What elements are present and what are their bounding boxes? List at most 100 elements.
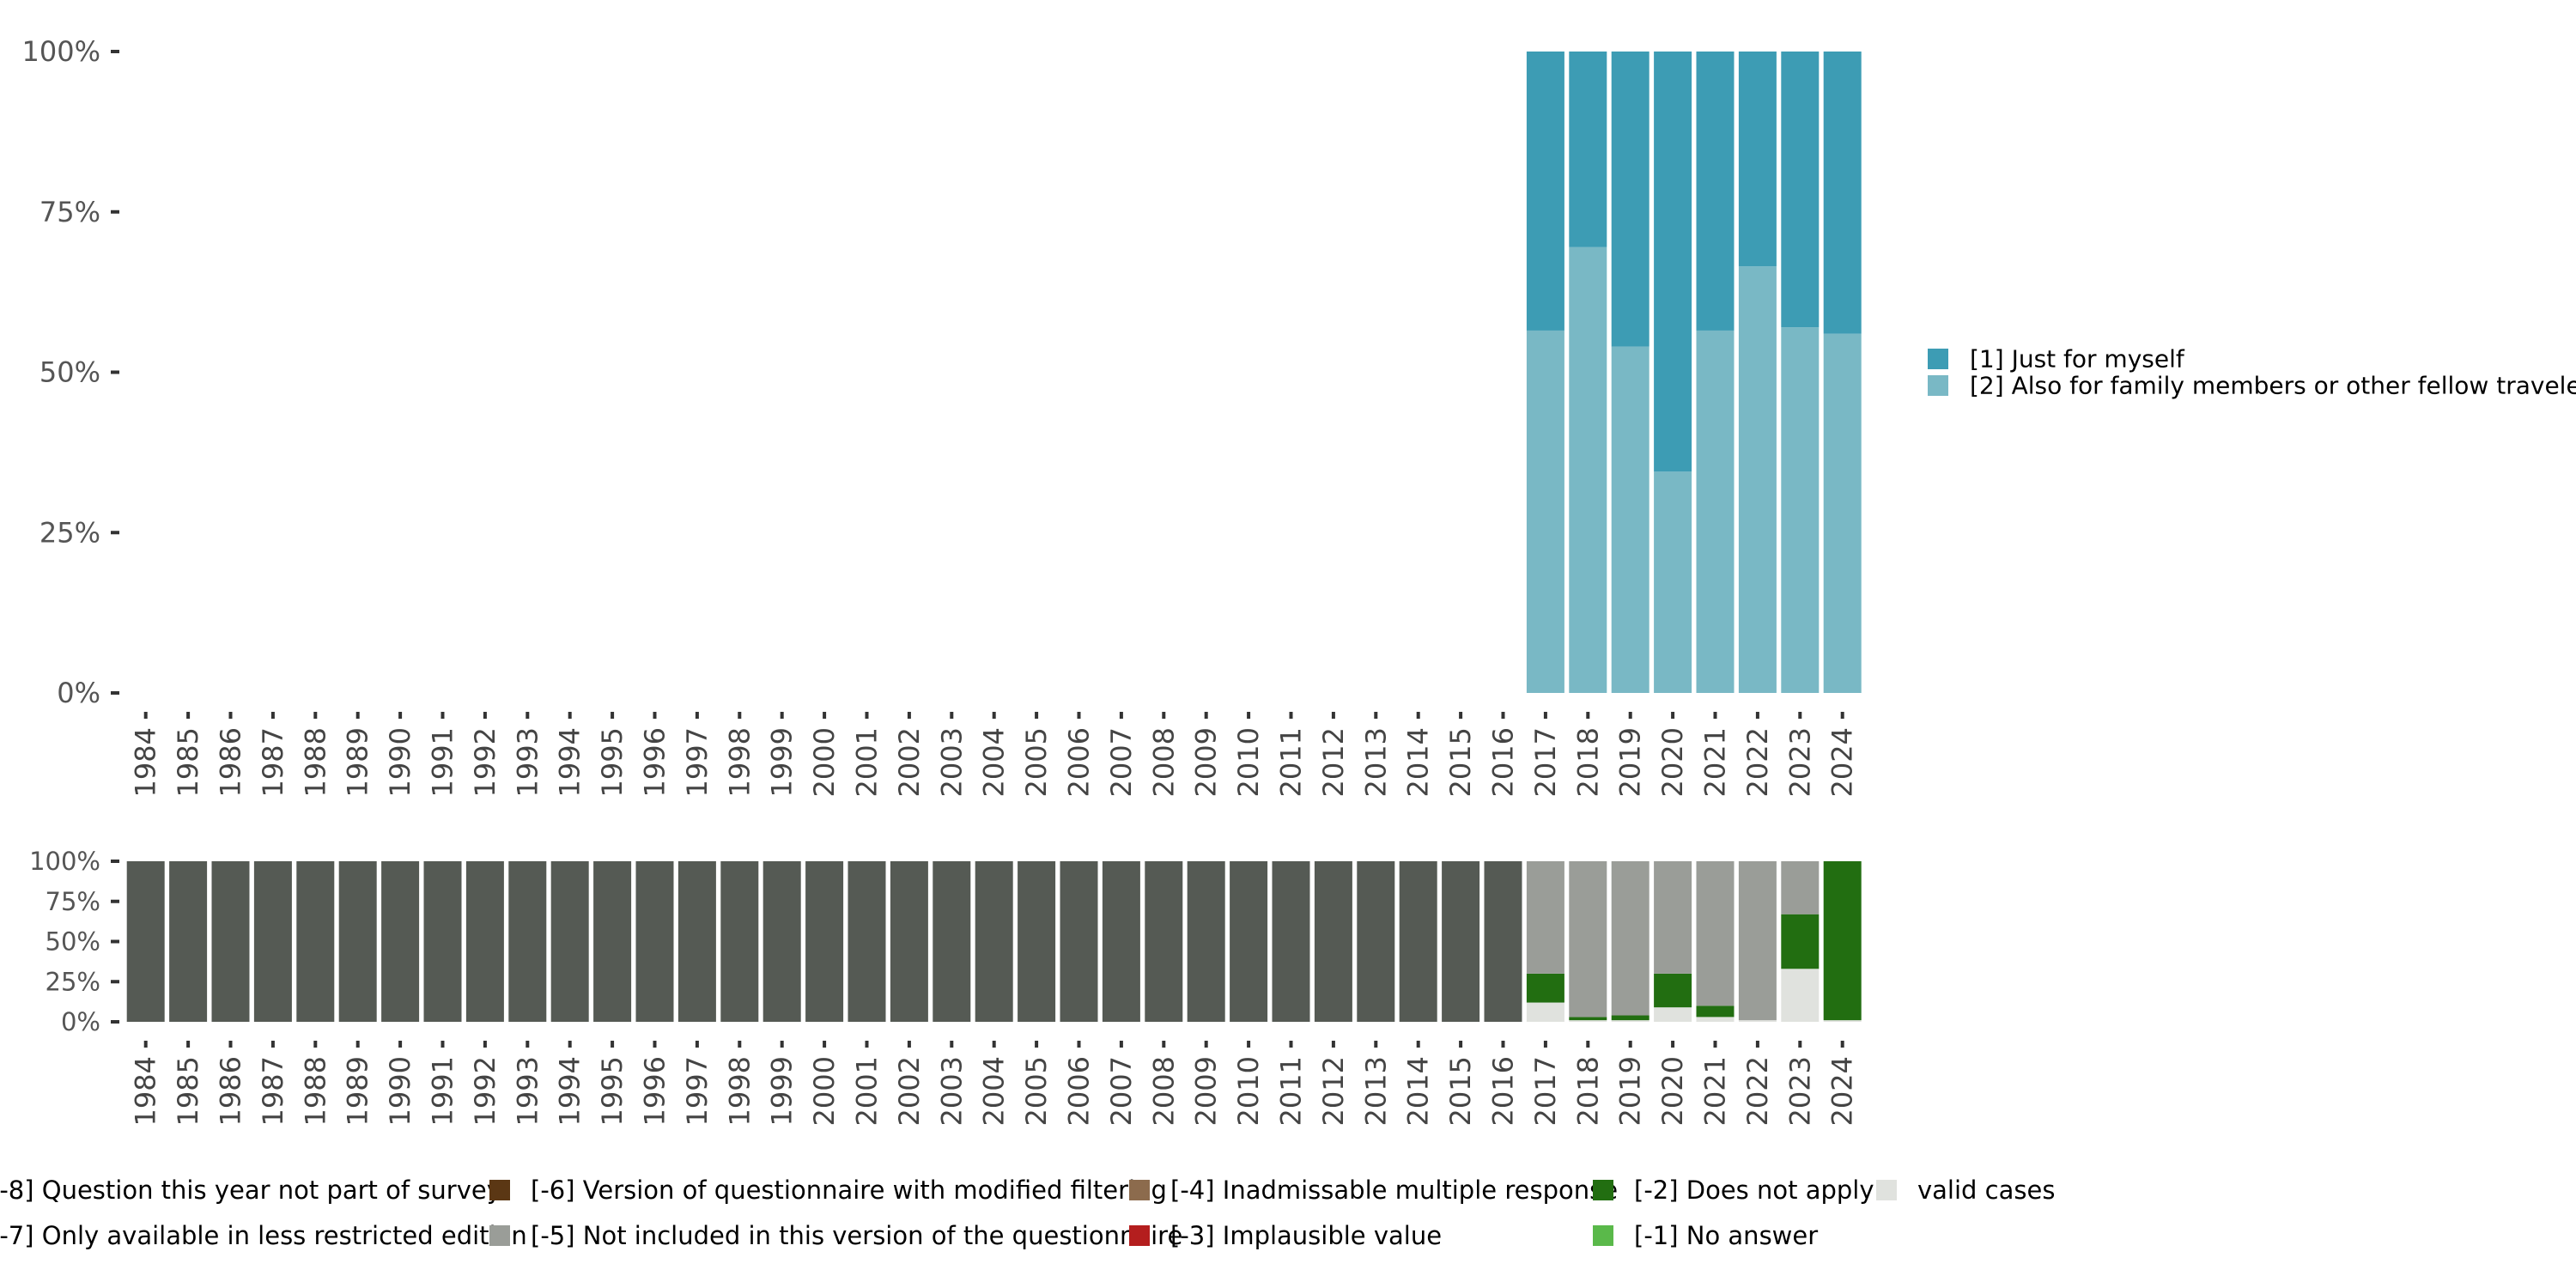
bottom-bar-2003-series-3 xyxy=(933,861,971,1022)
top-bar-2024-series-0 xyxy=(1823,333,1862,693)
bottom-legend-label: valid cases xyxy=(1917,1176,2055,1205)
bottom-x-tick-label: 2000 xyxy=(808,1056,841,1126)
top-y-tick-label: 0% xyxy=(57,677,100,709)
bottom-bar-1997-series-3 xyxy=(677,861,716,1022)
bottom-x-tick-label: 1993 xyxy=(511,1056,544,1126)
bottom-bar-1998-series-3 xyxy=(720,861,759,1022)
bottom-legend-label: [-6] Version of questionnaire with modif… xyxy=(531,1176,1167,1205)
bottom-bar-2015-series-3 xyxy=(1442,861,1480,1022)
bottom-x-tick-label: 1994 xyxy=(554,1056,586,1126)
bottom-bar-2006-series-3 xyxy=(1060,861,1098,1022)
top-bar-2021-series-1 xyxy=(1696,52,1735,331)
bottom-bar-2013-series-3 xyxy=(1357,861,1395,1022)
bottom-x-tick-label: 2018 xyxy=(1571,1056,1604,1126)
bottom-bar-2008-series-3 xyxy=(1145,861,1183,1022)
bottom-bar-1986-series-3 xyxy=(211,861,250,1022)
top-bar-2019-series-1 xyxy=(1611,52,1649,347)
top-x-tick-label: 2007 xyxy=(1105,727,1138,797)
bottom-legend-swatch xyxy=(489,1225,510,1246)
top-x-tick-label: 2000 xyxy=(808,727,841,797)
bottom-x-tick-label: 1990 xyxy=(384,1056,416,1126)
top-x-tick-label: 2024 xyxy=(1826,727,1859,797)
bottom-bar-2014-series-3 xyxy=(1399,861,1437,1022)
bottom-x-tick-label: 1984 xyxy=(130,1056,162,1126)
bottom-y-tick-label: 0% xyxy=(61,1007,100,1036)
bottom-x-tick-label: 1992 xyxy=(469,1056,501,1126)
top-legend-label: [2] Also for family members or other fel… xyxy=(1970,372,2576,400)
top-x-tick-label: 2010 xyxy=(1232,727,1265,797)
bottom-bar-1984-series-3 xyxy=(126,861,165,1022)
top-x-tick-label: 2006 xyxy=(1063,727,1096,797)
top-x-tick-label: 1996 xyxy=(639,727,671,797)
bottom-bar-2018-series-1 xyxy=(1569,1017,1607,1021)
top-bar-2022-series-1 xyxy=(1738,52,1777,267)
bottom-bar-1991-series-3 xyxy=(423,861,462,1022)
top-x-tick-label: 1988 xyxy=(299,727,331,797)
top-bar-2021-series-0 xyxy=(1696,330,1735,693)
bottom-bar-1987-series-3 xyxy=(253,861,292,1022)
top-bar-2022-series-0 xyxy=(1738,266,1777,693)
bottom-bar-2022-series-0 xyxy=(1738,1020,1777,1022)
top-x-tick-label: 2012 xyxy=(1317,727,1350,797)
bottom-x-tick-label: 2021 xyxy=(1699,1056,1732,1126)
bottom-bar-1990-series-3 xyxy=(381,861,420,1022)
bottom-x-tick-label: 1997 xyxy=(681,1056,714,1126)
top-x-tick-label: 2015 xyxy=(1444,727,1477,797)
bottom-bar-2010-series-3 xyxy=(1230,861,1268,1022)
bottom-bar-2018-series-0 xyxy=(1569,1020,1607,1022)
bottom-bar-2017-series-1 xyxy=(1526,973,1564,1003)
bottom-bar-2018-series-2 xyxy=(1569,861,1607,1018)
bottom-legend-label: [-7] Only available in less restricted e… xyxy=(0,1221,527,1250)
top-x-tick-label: 2009 xyxy=(1190,727,1223,797)
top-legend-swatch xyxy=(1928,349,1948,369)
bottom-panel-chart: 0% 25% 50% 75% 100% 1984 1985 1986 1987 1988 1989 1… xyxy=(29,847,1862,1126)
top-bar-2017-series-1 xyxy=(1526,52,1564,331)
bottom-bar-2023-series-2 xyxy=(1781,861,1820,914)
bottom-y-tick-label: 100% xyxy=(29,847,100,876)
top-bar-2020-series-1 xyxy=(1654,52,1692,472)
bottom-bar-2005-series-3 xyxy=(1018,861,1056,1022)
bottom-bar-1993-series-3 xyxy=(508,861,547,1022)
bottom-bar-2011-series-3 xyxy=(1272,861,1310,1022)
bottom-x-tick-label: 1995 xyxy=(596,1056,629,1126)
top-bar-2023-series-0 xyxy=(1781,327,1820,693)
top-x-tick-label: 2005 xyxy=(1020,727,1053,797)
bottom-x-tick-label: 2012 xyxy=(1317,1056,1350,1126)
bottom-legend-swatch xyxy=(1129,1180,1150,1200)
bottom-x-tick-label: 1988 xyxy=(299,1056,331,1126)
bottom-bar-2017-series-2 xyxy=(1526,861,1564,974)
bottom-x-tick-label: 1998 xyxy=(723,1056,756,1126)
bottom-x-tick-label: 2008 xyxy=(1147,1056,1180,1126)
bottom-legend-label: [-1] No answer xyxy=(1634,1221,1818,1250)
top-x-tick-label: 2004 xyxy=(978,727,1011,797)
bottom-legend-swatch xyxy=(1593,1180,1613,1200)
bottom-bar-2020-series-0 xyxy=(1654,1007,1692,1022)
top-x-tick-label: 1997 xyxy=(681,727,714,797)
top-x-tick-label: 2018 xyxy=(1571,727,1604,797)
bottom-bar-2004-series-3 xyxy=(975,861,1013,1022)
bottom-bar-1999-series-3 xyxy=(762,861,801,1022)
top-x-tick-label: 1998 xyxy=(723,727,756,797)
bottom-x-tick-label: 1999 xyxy=(766,1056,799,1126)
bottom-legend-label: [-8] Question this year not part of surv… xyxy=(0,1176,501,1205)
bottom-bar-2000-series-3 xyxy=(805,861,844,1022)
bottom-bar-2023-series-1 xyxy=(1781,914,1820,969)
bottom-x-tick-label: 2024 xyxy=(1826,1056,1859,1126)
bottom-x-tick-label: 2013 xyxy=(1359,1056,1392,1126)
bottom-legend-swatch xyxy=(1876,1180,1897,1200)
top-x-tick-label: 1986 xyxy=(215,727,247,797)
top-x-tick-label: 1999 xyxy=(766,727,799,797)
top-x-tick-label: 1994 xyxy=(554,727,586,797)
bottom-x-tick-label: 2020 xyxy=(1656,1056,1689,1126)
bottom-legend-swatch xyxy=(1129,1225,1150,1246)
top-x-tick-label: 2023 xyxy=(1783,727,1816,797)
top-bar-2018-series-1 xyxy=(1569,52,1607,247)
bottom-x-tick-label: 2007 xyxy=(1105,1056,1138,1126)
bottom-bar-1985-series-3 xyxy=(169,861,208,1022)
top-x-tick-label: 1993 xyxy=(511,727,544,797)
top-y-tick-label: 50% xyxy=(39,356,100,389)
top-x-tick-label: 2003 xyxy=(935,727,968,797)
bottom-bar-1995-series-3 xyxy=(593,861,632,1022)
bottom-bar-2022-series-2 xyxy=(1738,861,1777,1021)
top-x-tick-label: 2008 xyxy=(1147,727,1180,797)
